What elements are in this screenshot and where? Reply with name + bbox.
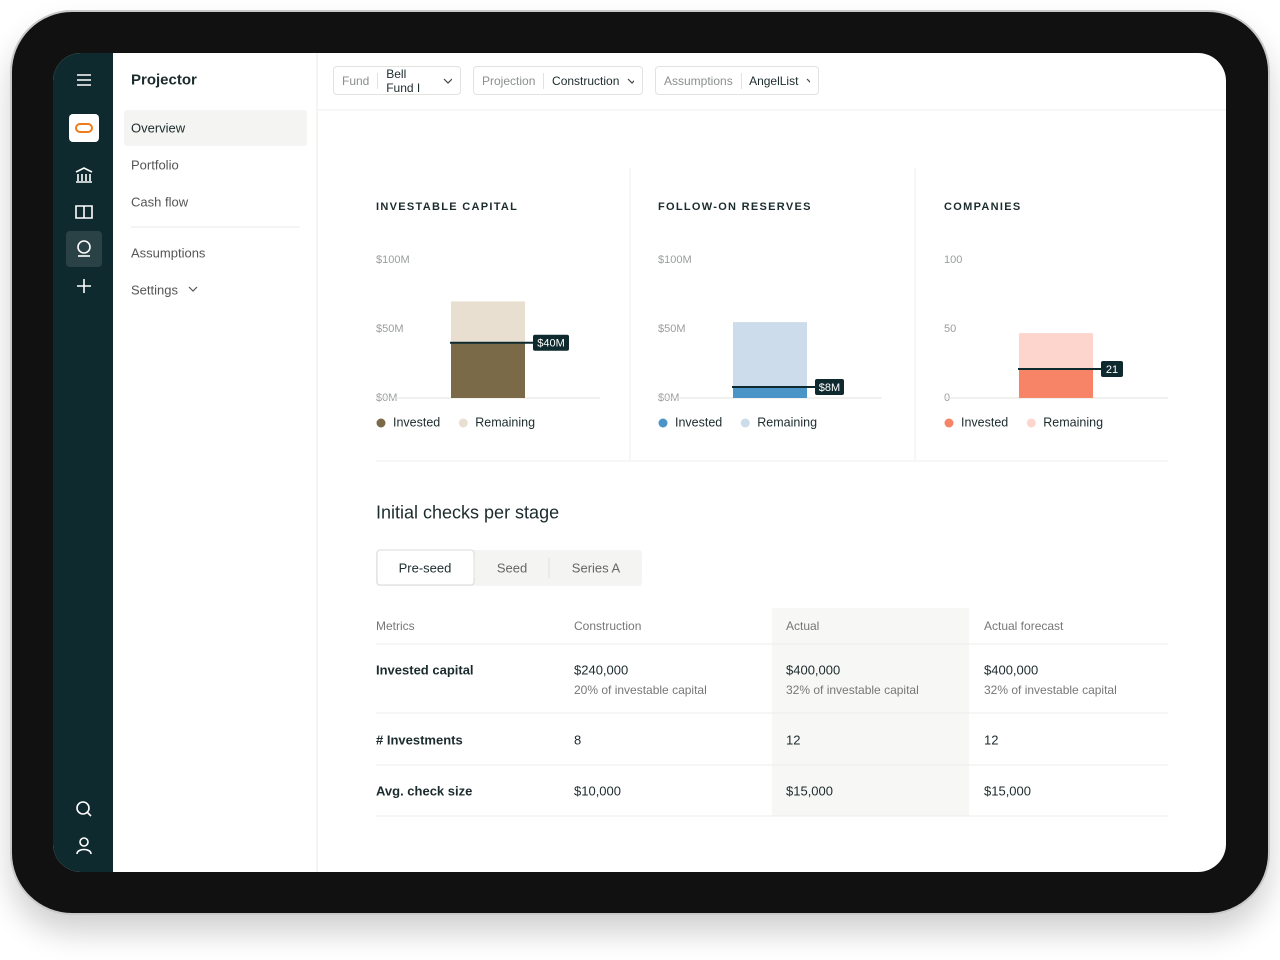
- cell-value: 12: [786, 732, 801, 748]
- column-header: Actual: [786, 619, 820, 633]
- bar-segment: [1019, 333, 1093, 370]
- value-label-bg: [1101, 361, 1123, 378]
- cell-value: $400,000: [786, 662, 841, 678]
- filter-value: Construction: [552, 73, 620, 88]
- value-label-bg: [533, 334, 569, 351]
- legend-label: Remaining: [475, 415, 535, 429]
- chevron: [627, 78, 634, 84]
- cell-value: 12: [984, 732, 999, 748]
- row-label: Invested capital: [376, 662, 474, 678]
- nav-active-bg: [124, 110, 307, 146]
- row-label: # Investments: [376, 732, 463, 748]
- tab[interactable]: Pre-seed: [398, 560, 452, 576]
- legend-label: Remaining: [1043, 415, 1103, 429]
- value-label-bg: [815, 378, 844, 395]
- value-label: $8M: [819, 382, 840, 394]
- screen: [53, 53, 1226, 872]
- legend-swatch: [1026, 418, 1036, 428]
- legend-swatch: [458, 418, 468, 428]
- cell-value: $10,000: [574, 783, 621, 799]
- tab[interactable]: Series A: [571, 560, 621, 576]
- section-title: Initial checks per stage: [376, 502, 560, 523]
- bar-segment: [1019, 369, 1093, 398]
- cell-value: 8: [574, 732, 582, 748]
- legend-label: Invested: [393, 415, 440, 429]
- column-header: Metrics: [376, 619, 415, 633]
- bank-icon[interactable]: [75, 167, 93, 183]
- legend-swatch: [376, 418, 386, 428]
- app-logo[interactable]: [69, 114, 99, 142]
- filter-label: Assumptions: [664, 73, 733, 88]
- legend-label: Remaining: [757, 415, 817, 429]
- search-icon[interactable]: [76, 801, 90, 815]
- cell-note: 20% of investable capital: [574, 683, 707, 697]
- active-icon-bg: [66, 231, 102, 267]
- filter-label: Projection: [482, 73, 536, 88]
- icon-rail: [53, 53, 113, 872]
- tab[interactable]: Seed: [496, 560, 528, 576]
- y-tick-label: $50M: [658, 323, 686, 335]
- chart-title: INVESTABLE CAPITAL: [376, 201, 518, 213]
- chart-title: FOLLOW-ON RESERVES: [658, 201, 812, 213]
- projector-icon[interactable]: [77, 240, 91, 254]
- nav-item[interactable]: Cash flow: [131, 194, 189, 210]
- filter-dropdown[interactable]: Assumptions AngelList: [655, 66, 819, 95]
- user-icon[interactable]: [79, 837, 89, 847]
- y-tick-label: 100: [944, 254, 962, 266]
- legend-swatch: [658, 418, 668, 428]
- separator: [543, 72, 545, 89]
- chevron: [443, 78, 452, 84]
- nav-item[interactable]: Overview: [131, 120, 186, 136]
- y-tick-label: $100M: [376, 254, 410, 266]
- value-label: $40M: [537, 338, 565, 350]
- bar-segment: [733, 322, 807, 387]
- y-tick-label: $100M: [658, 254, 692, 266]
- column-header: Actual forecast: [984, 619, 1064, 633]
- cell-value: $400,000: [984, 662, 1039, 678]
- cell-value: $15,000: [786, 783, 833, 799]
- nav-item[interactable]: Settings: [131, 282, 178, 298]
- app-title: Projector: [131, 71, 197, 89]
- y-tick-label: 50: [944, 323, 956, 335]
- nav-item[interactable]: Assumptions: [131, 245, 206, 261]
- cell-note: 32% of investable capital: [984, 683, 1117, 697]
- value-label: 21: [1106, 364, 1118, 376]
- cell-note: 32% of investable capital: [786, 683, 919, 697]
- add-icon[interactable]: [77, 279, 91, 293]
- column-header: Construction: [574, 619, 642, 633]
- filter-value: AngelList: [749, 73, 799, 88]
- row-label: Avg. check size: [376, 783, 473, 799]
- filter-dropdown[interactable]: Projection Construction: [473, 66, 643, 95]
- cell-value: $15,000: [984, 783, 1031, 799]
- nav-item[interactable]: Portfolio: [131, 157, 179, 173]
- y-tick-label: $50M: [376, 323, 404, 335]
- cell-value: $240,000: [574, 662, 629, 678]
- legend-label: Invested: [961, 415, 1008, 429]
- chevron: [188, 286, 198, 292]
- filter-label: Fund: [342, 73, 370, 88]
- legend-swatch: [944, 418, 954, 428]
- column-highlight: [772, 608, 969, 816]
- book-icon[interactable]: [75, 205, 93, 219]
- filter-dropdown[interactable]: Fund Bell Fund I: [333, 66, 461, 95]
- legend-label: Invested: [675, 415, 722, 429]
- filter-value: Bell Fund I: [386, 66, 421, 95]
- menu-icon[interactable]: [77, 74, 91, 86]
- bar-segment: [733, 386, 807, 398]
- chevron: [807, 78, 810, 82]
- legend-swatch: [740, 418, 750, 428]
- bar-segment: [451, 301, 525, 343]
- separator: [377, 72, 379, 89]
- bar-segment: [451, 342, 525, 398]
- chart-title: COMPANIES: [944, 201, 1022, 213]
